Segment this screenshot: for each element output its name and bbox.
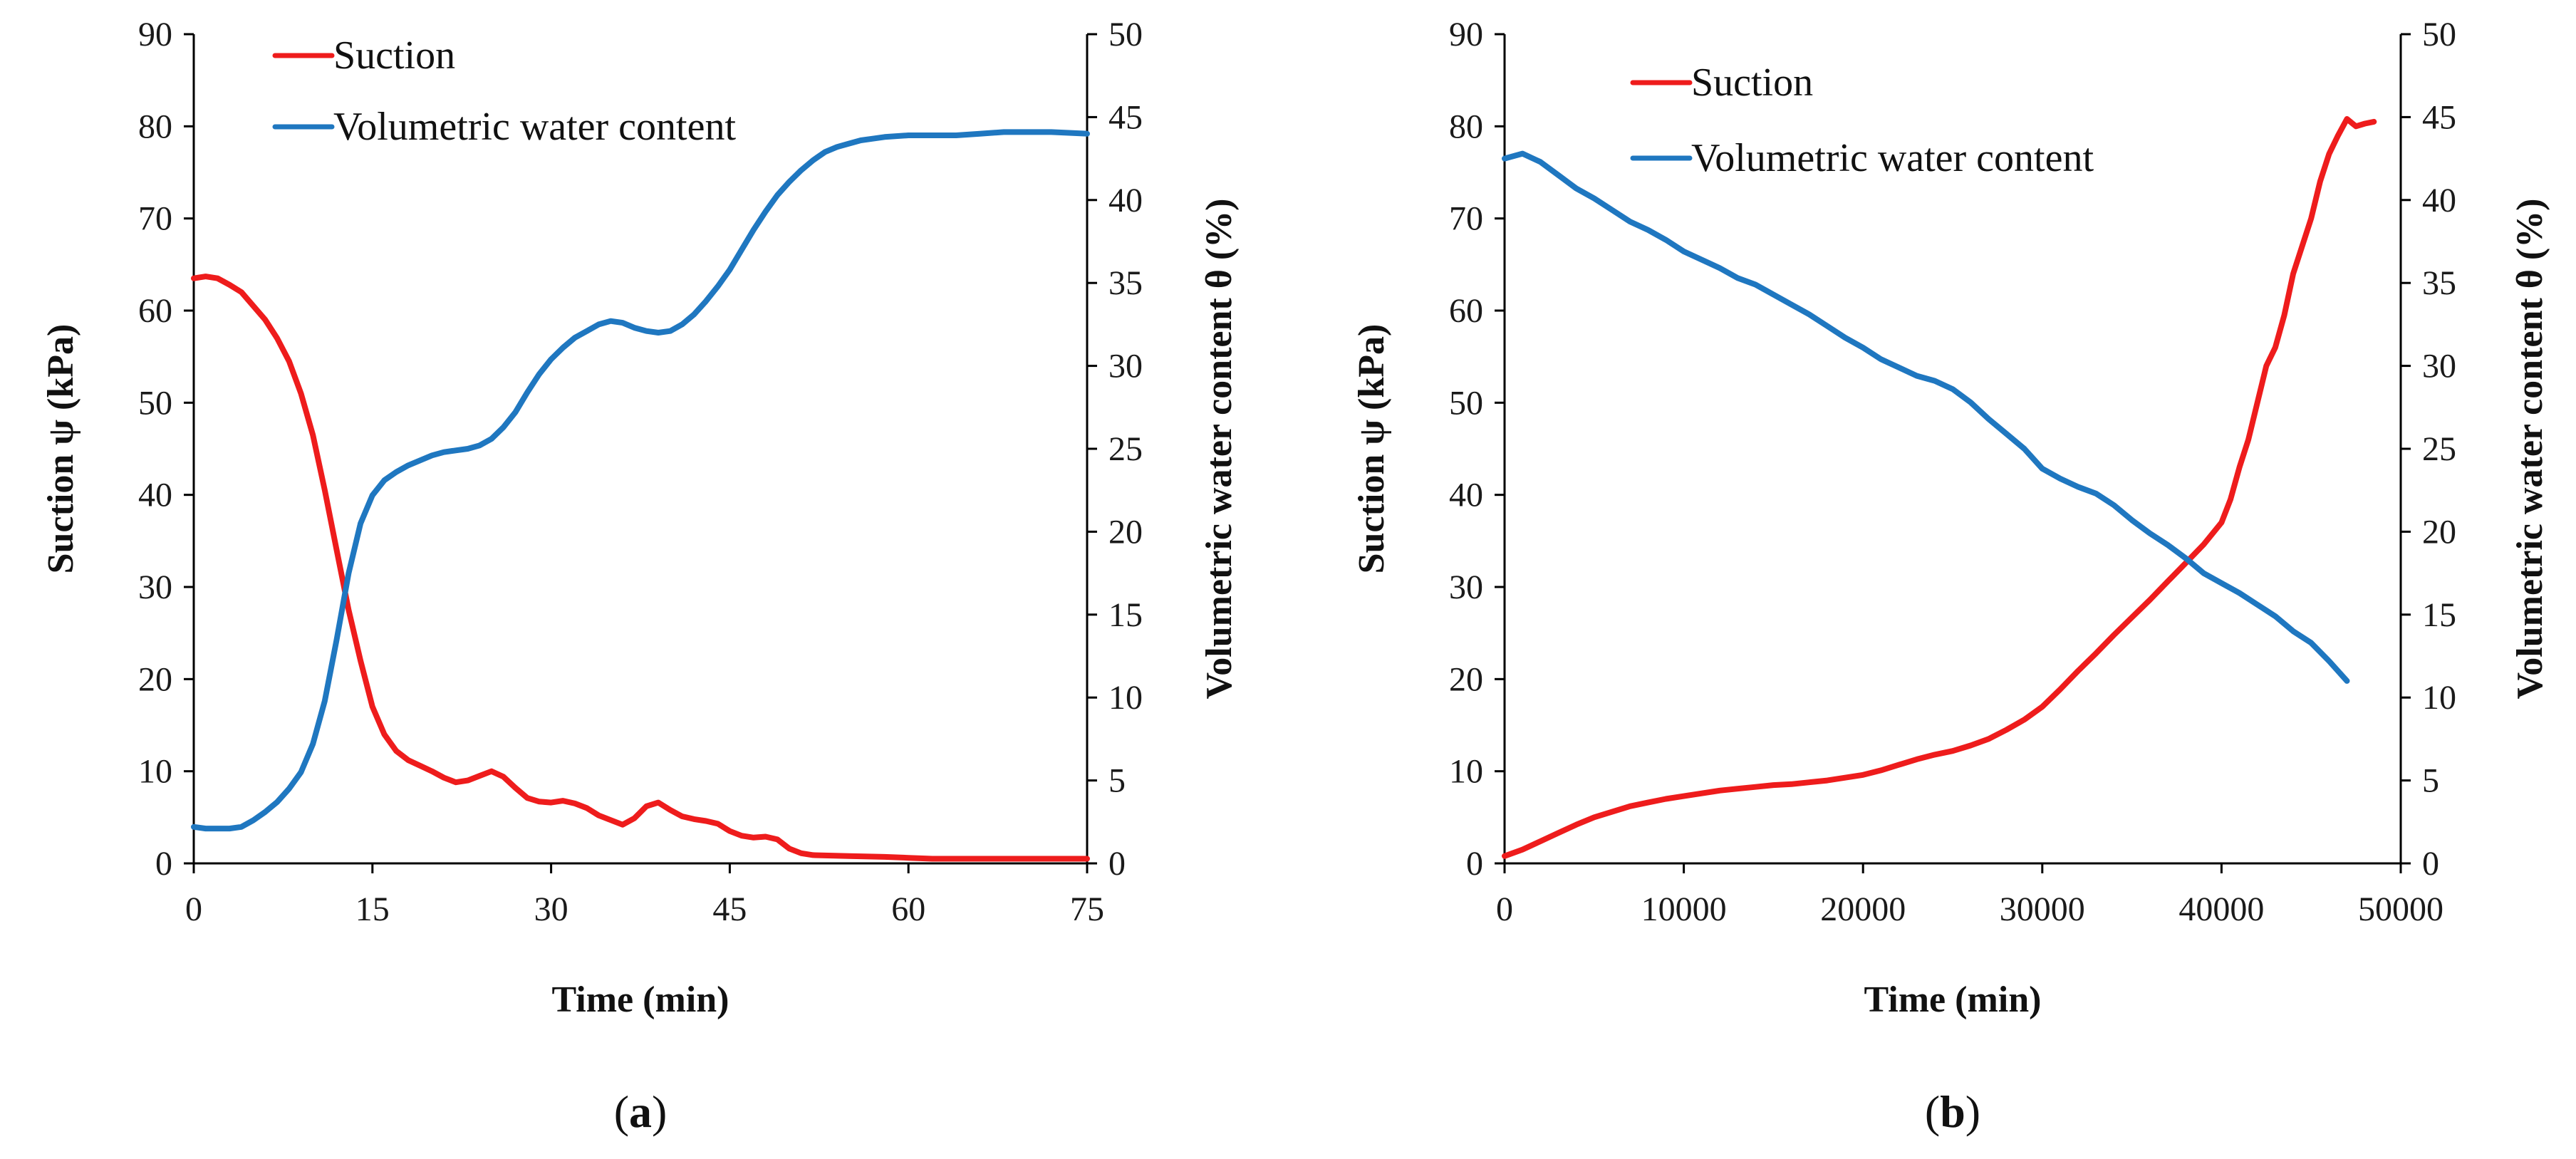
y2-tick-label: 50 [2422, 16, 2456, 53]
x-tick-label: 30000 [2000, 890, 2085, 928]
panel-b-y2-axis-label: Volumetric water content θ (%) [2510, 199, 2550, 700]
y-tick-label: 20 [138, 660, 172, 698]
panel-b-x-ticks: 0 10000 20000 30000 40000 50000 [1496, 863, 2443, 928]
panel-a-series-layer [191, 129, 1090, 862]
y2-tick-label: 0 [2422, 845, 2439, 883]
panel-a-legend-suction-label: Suction [333, 33, 455, 78]
x-tick-label: 40000 [2178, 890, 2264, 928]
y-tick-label: 50 [138, 384, 172, 422]
y2-tick-label: 10 [2422, 679, 2456, 717]
panel-a-caption-letter: a [629, 1086, 652, 1137]
panel-b-y-axis-label: Suction ψ (kPa) [1351, 324, 1392, 574]
panel-b-series-layer [1502, 116, 2377, 859]
panel-b-legend-suction-label: Suction [1691, 61, 1813, 105]
y-tick-label: 70 [138, 200, 172, 238]
y-tick-label: 30 [1449, 568, 1483, 606]
x-tick-label: 45 [712, 890, 747, 928]
y-tick-label: 70 [1449, 200, 1483, 238]
y2-tick-label: 10 [1108, 679, 1143, 717]
panel-a-legend-vwc-label: Volumetric water content [333, 105, 736, 149]
y-tick-label: 30 [138, 568, 172, 606]
y2-tick-label: 35 [1108, 264, 1143, 302]
y2-tick-label: 25 [1108, 430, 1143, 468]
y-tick-label: 0 [1466, 845, 1483, 883]
y-tick-label: 80 [1449, 108, 1483, 145]
y-tick-label: 40 [1449, 477, 1483, 514]
y-tick-label: 10 [1449, 753, 1483, 791]
y-tick-label: 40 [138, 477, 172, 514]
y-tick-label: 0 [155, 845, 172, 883]
panel-a-y-axis-label: Suction ψ (kPa) [41, 324, 81, 574]
y2-tick-label: 40 [1108, 182, 1143, 219]
panel-a-legend: Suction Volumetric water content [272, 33, 736, 149]
x-tick-label: 50000 [2358, 890, 2443, 928]
suction-series-line [1502, 116, 2377, 859]
panel-a-chart: 0 15 30 45 60 75 0 10 20 30 40 50 60 70 80 90 0 5 10 15 20… [41, 16, 1240, 1137]
y-tick-label: 90 [1449, 16, 1483, 53]
y-tick-label: 90 [138, 16, 172, 53]
y2-tick-label: 50 [1108, 16, 1143, 53]
y2-tick-label: 20 [2422, 513, 2456, 551]
y-tick-label: 60 [138, 292, 172, 330]
panel-b-x-axis-label: Time (min) [1864, 979, 2042, 1020]
vwc-series-line [191, 129, 1090, 832]
panel-b-legend: Suction Volumetric water content [1630, 61, 2094, 180]
y2-tick-label: 15 [2422, 596, 2456, 634]
y2-tick-label: 5 [1108, 762, 1126, 800]
y2-tick-label: 0 [1108, 845, 1126, 883]
y2-tick-label: 25 [2422, 430, 2456, 468]
suction-series-line [191, 274, 1090, 862]
y-tick-label: 60 [1449, 292, 1483, 330]
y2-tick-label: 45 [2422, 98, 2456, 136]
panel-b-legend-vwc-label: Volumetric water content [1691, 136, 2094, 180]
y2-tick-label: 30 [2422, 348, 2456, 385]
y2-tick-label: 15 [1108, 596, 1143, 634]
panel-b-caption: (b) [1925, 1086, 1980, 1137]
y2-tick-label: 20 [1108, 513, 1143, 551]
x-tick-label: 0 [1496, 890, 1513, 928]
y-tick-label: 20 [1449, 660, 1483, 698]
x-tick-label: 75 [1070, 890, 1104, 928]
y2-tick-label: 30 [1108, 348, 1143, 385]
x-tick-label: 60 [891, 890, 925, 928]
y2-tick-label: 5 [2422, 762, 2439, 800]
panel-b-caption-letter: b [1940, 1086, 1965, 1137]
panel-a-y2-axis-label: Volumetric water content θ (%) [1199, 199, 1240, 700]
x-tick-label: 30 [534, 890, 568, 928]
panel-b-chart: 0 10000 20000 30000 40000 50000 0102030405060… [1351, 16, 2550, 1137]
panel-a-x-ticks: 0 15 30 45 60 75 [185, 863, 1104, 928]
panel-a-y2-ticks: 0 5 10 15 20 25 30 35 40 45 50 [1087, 16, 1143, 883]
x-tick-label: 15 [355, 890, 390, 928]
x-tick-label: 20000 [1820, 890, 1906, 928]
y-tick-label: 50 [1449, 384, 1483, 422]
panel-b-y-ticks: 0 10 20 30 40 50 60 70 80 90 [1449, 16, 1505, 883]
y-tick-label: 10 [138, 753, 172, 791]
x-tick-label: 0 [185, 890, 202, 928]
vwc-series-line [1502, 150, 2350, 684]
panel-a-caption: (a) [614, 1086, 668, 1137]
y2-tick-label: 35 [2422, 264, 2456, 302]
y-tick-label: 80 [138, 108, 172, 145]
panel-b-y2-ticks: 0 5 10 15 20 25 30 35 40 45 50 [2401, 16, 2456, 883]
x-tick-label: 10000 [1641, 890, 1727, 928]
y2-tick-label: 40 [2422, 182, 2456, 219]
panel-a-x-axis-label: Time (min) [552, 979, 729, 1020]
panel-a-y-ticks: 0 10 20 30 40 50 60 70 80 90 [138, 16, 194, 883]
y2-tick-label: 45 [1108, 98, 1143, 136]
